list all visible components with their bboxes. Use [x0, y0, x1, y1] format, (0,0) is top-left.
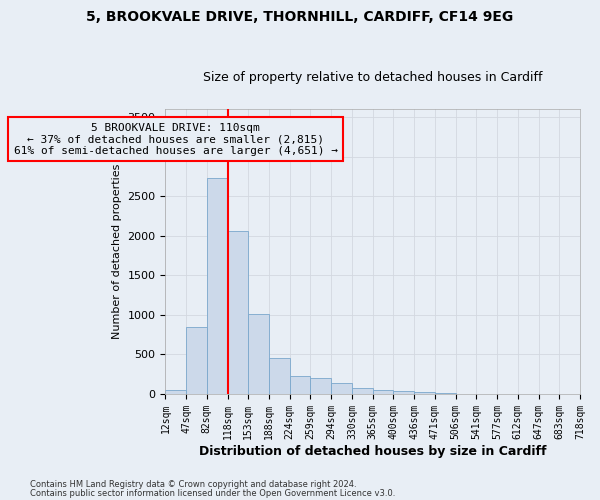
Bar [166, 390, 186, 394]
Bar [186, 327, 207, 394]
Bar [227, 231, 248, 394]
Title: Size of property relative to detached houses in Cardiff: Size of property relative to detached ho… [203, 72, 542, 85]
Bar [207, 178, 227, 394]
Bar [248, 314, 269, 394]
Bar [414, 392, 435, 394]
Bar [394, 391, 414, 394]
Bar [352, 388, 373, 394]
X-axis label: Distribution of detached houses by size in Cardiff: Distribution of detached houses by size … [199, 444, 547, 458]
Bar [331, 382, 352, 394]
Text: 5 BROOKVALE DRIVE: 110sqm
← 37% of detached houses are smaller (2,815)
61% of se: 5 BROOKVALE DRIVE: 110sqm ← 37% of detac… [14, 122, 338, 156]
Bar [290, 376, 310, 394]
Bar [310, 378, 331, 394]
Text: 5, BROOKVALE DRIVE, THORNHILL, CARDIFF, CF14 9EG: 5, BROOKVALE DRIVE, THORNHILL, CARDIFF, … [86, 10, 514, 24]
Bar [435, 393, 455, 394]
Bar [269, 358, 290, 394]
Text: Contains public sector information licensed under the Open Government Licence v3: Contains public sector information licen… [30, 488, 395, 498]
Y-axis label: Number of detached properties: Number of detached properties [112, 164, 122, 340]
Bar [373, 390, 394, 394]
Text: Contains HM Land Registry data © Crown copyright and database right 2024.: Contains HM Land Registry data © Crown c… [30, 480, 356, 489]
